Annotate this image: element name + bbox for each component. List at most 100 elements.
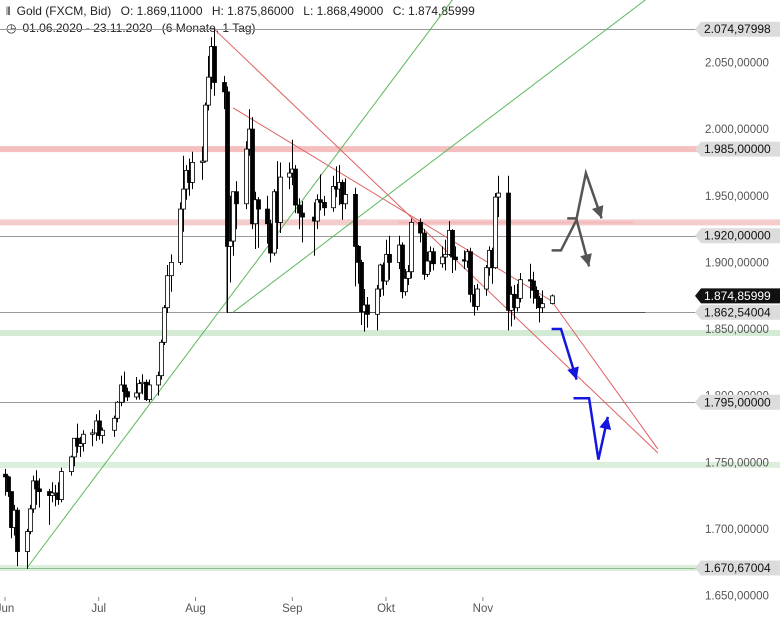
scenario-path <box>573 397 610 460</box>
candle-body <box>331 186 336 209</box>
candle <box>134 376 139 400</box>
y-tick-label: 1.650,00000 <box>705 591 769 603</box>
candle <box>425 251 430 278</box>
candle-body <box>365 304 370 315</box>
candle-body <box>137 383 142 394</box>
price-label: 1.985,00000 <box>695 141 780 157</box>
scenario-path <box>551 327 578 380</box>
candle <box>25 528 30 569</box>
price-label-text: 1.874,85999 <box>704 289 771 303</box>
candle <box>3 468 8 496</box>
candle-body <box>115 401 120 419</box>
candle-body <box>418 221 423 234</box>
candle <box>200 146 205 180</box>
candle-body <box>506 192 511 311</box>
candle-body <box>100 429 105 436</box>
price-label: 1.920,00000 <box>695 228 780 244</box>
zone-band <box>0 564 780 571</box>
candle-body <box>147 384 152 401</box>
candle <box>225 86 230 314</box>
candle-body <box>534 289 539 299</box>
candle-body <box>287 172 292 178</box>
candle-body <box>318 199 323 203</box>
zone-band <box>0 146 780 153</box>
candle-body <box>322 202 327 209</box>
candle <box>115 400 120 423</box>
candle <box>253 191 258 250</box>
candle <box>537 295 542 323</box>
candle <box>468 247 473 303</box>
candle <box>300 201 305 243</box>
candle-body <box>31 480 36 510</box>
price-label-text: 1.985,00000 <box>704 142 771 156</box>
candle <box>228 195 233 283</box>
trendline <box>232 0 647 313</box>
candle <box>203 102 208 163</box>
scenario-path <box>551 216 591 267</box>
candle-body <box>422 232 427 275</box>
candle <box>6 475 11 497</box>
candle-body <box>81 433 86 444</box>
candles <box>3 29 555 569</box>
candle-body <box>256 199 261 210</box>
candle <box>119 375 124 407</box>
zone-band <box>0 461 780 468</box>
candle-body <box>244 148 249 205</box>
y-tick-label: 2.000,00000 <box>705 124 769 136</box>
candle <box>181 155 186 232</box>
candle <box>422 229 427 280</box>
date-range: 01.06.2020 - 23.11.2020 <box>22 21 153 35</box>
candle <box>528 263 533 299</box>
candle <box>244 141 249 210</box>
candle <box>493 193 498 270</box>
candle <box>256 197 261 248</box>
candle <box>112 415 117 437</box>
candle-body <box>475 288 480 307</box>
candle <box>431 247 436 271</box>
candle <box>409 218 414 279</box>
y-tick-label: 1.700,00000 <box>705 524 769 536</box>
candle <box>90 428 95 447</box>
candle-body <box>518 279 523 299</box>
candle <box>515 283 520 312</box>
price-label-box <box>695 560 780 576</box>
candle <box>69 455 74 476</box>
x-tick-label: Jul <box>91 603 106 615</box>
candle <box>78 436 83 457</box>
range-header: ◷ 01.06.2020 - 23.11.2020 (6 Monate, 1 Ta… <box>6 21 262 35</box>
candle <box>31 475 36 513</box>
candle <box>72 437 77 467</box>
zone-band <box>0 329 780 336</box>
y-tick-label: 1.950,00000 <box>705 191 769 203</box>
x-tick-label: Okt <box>377 603 396 615</box>
candle <box>287 162 292 190</box>
price-labels: 2.074,97998 1.985,00000 1.920,00000 1.874,8… <box>695 21 780 576</box>
scenario-paths <box>551 168 612 460</box>
x-tick-label: Sep <box>282 603 302 615</box>
candle <box>190 151 195 190</box>
candle <box>443 239 448 271</box>
candle-body <box>37 488 42 492</box>
candle <box>59 467 64 503</box>
candle-body <box>178 208 183 263</box>
candle-body <box>69 456 74 472</box>
zones <box>0 146 780 571</box>
scenario-path <box>567 168 603 220</box>
y-tick-label: 2.050,00000 <box>705 58 769 70</box>
candle-body <box>400 244 405 293</box>
candle <box>265 195 270 244</box>
candle <box>81 430 86 452</box>
candle <box>356 245 361 284</box>
candle-body <box>537 297 542 309</box>
candle <box>297 198 302 230</box>
candle <box>97 410 102 440</box>
candle-body <box>496 192 501 198</box>
candle <box>406 265 411 286</box>
candle <box>387 235 392 280</box>
candle <box>234 181 239 230</box>
candle <box>475 283 480 311</box>
candle-body <box>265 208 270 225</box>
candle-body <box>159 341 164 377</box>
price-label-text: 2.074,97998 <box>704 22 771 36</box>
